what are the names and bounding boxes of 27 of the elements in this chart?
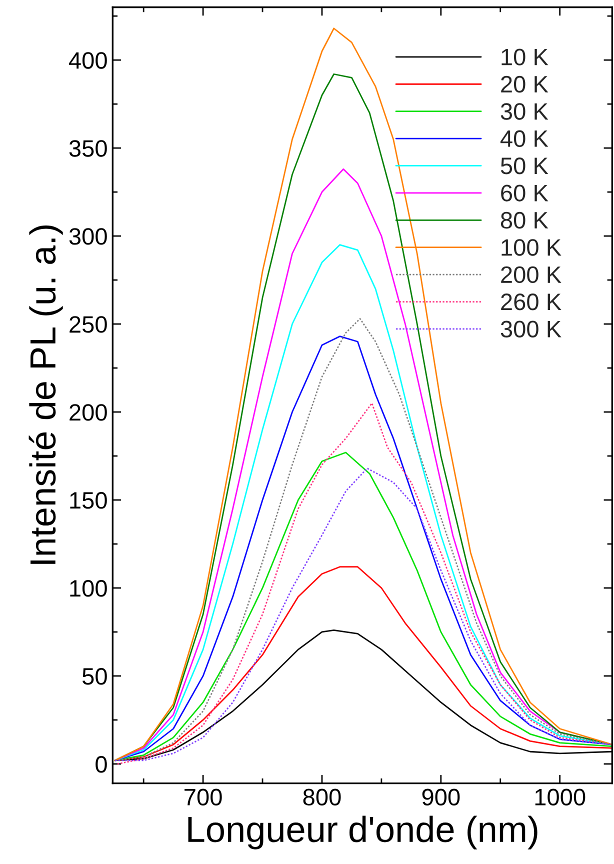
legend-label: 60 K: [501, 184, 548, 202]
x-tick-label: 800: [303, 788, 341, 806]
y-tick-label: 200: [70, 404, 107, 421]
y-tick-label: 50: [82, 668, 107, 685]
legend-label: 40 K: [500, 130, 548, 148]
legend-label: 20 K: [501, 76, 548, 93]
legend-label: 10 K: [502, 48, 548, 66]
y-tick-label: 350: [69, 140, 107, 157]
x-tick-label: 700: [184, 788, 222, 806]
y-tick-label: 300: [69, 228, 107, 245]
legend-label: 200 K: [501, 266, 562, 284]
y-tick-label: 250: [70, 316, 107, 333]
y-axis-title: Intensité de PL (u. a.): [28, 226, 63, 564]
y-tick-label: 100: [70, 580, 107, 597]
legend-label: 100 K: [502, 239, 562, 256]
line-series: [114, 566, 612, 762]
legend-label: 260 K: [501, 294, 562, 310]
x-tick-label: 900: [422, 788, 460, 806]
y-tick-label: 150: [70, 492, 107, 509]
y-tick-label: 400: [68, 52, 107, 69]
legend-label: 50 K: [500, 158, 548, 174]
legend-label: 80 K: [500, 212, 548, 229]
legend-label: 30 K: [500, 103, 548, 120]
y-tick-label: 0: [96, 756, 107, 773]
x-tick-label: 1000: [535, 788, 586, 806]
legend-label: 300 K: [500, 320, 562, 338]
x-axis-title: Longueur d'onde (nm): [188, 816, 538, 850]
